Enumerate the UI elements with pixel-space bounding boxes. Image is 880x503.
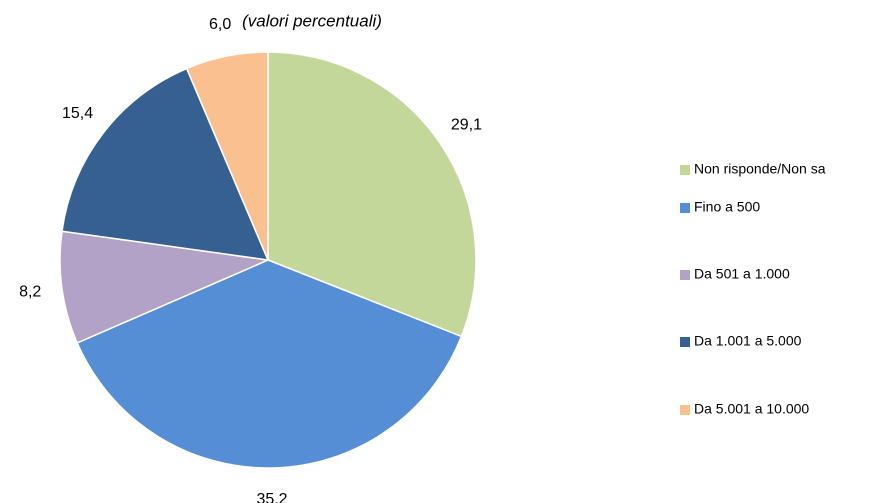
legend-swatch — [680, 203, 690, 213]
legend-label: Da 501 a 1.000 — [694, 266, 790, 282]
pie-slice — [185, 51, 269, 261]
legend-swatch — [680, 270, 690, 280]
legend-label: Da 5.001 a 10.000 — [694, 401, 809, 417]
legend-swatch — [680, 405, 690, 415]
pie-slice — [267, 51, 477, 338]
legend-label: Non risponde/Non sa — [694, 161, 826, 177]
pie-slice — [59, 230, 271, 344]
data-label: 8,2 — [19, 284, 41, 301]
data-label: 15,4 — [62, 105, 93, 122]
pie-slice — [76, 259, 463, 469]
data-label: 35,2 — [256, 491, 287, 503]
legend-swatch — [680, 165, 690, 175]
legend-label: Fino a 500 — [694, 199, 760, 215]
data-label: 6,0 — [209, 16, 231, 33]
pie-slice — [61, 67, 270, 261]
data-label: 29,1 — [451, 116, 482, 133]
legend-swatch — [680, 337, 690, 347]
chart-subtitle: (valori percentuali) — [242, 11, 382, 30]
legend-label: Da 1.001 a 5.000 — [694, 333, 802, 349]
